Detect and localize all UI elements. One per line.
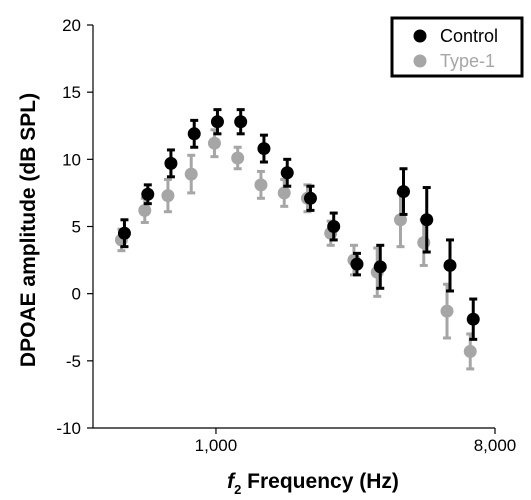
control-data-point <box>210 115 224 129</box>
legend-box <box>390 16 524 78</box>
control-data-point <box>350 257 364 271</box>
control-data-point <box>234 115 248 129</box>
control-data-point <box>327 220 341 233</box>
x-axis-title-symbol: f <box>227 470 236 493</box>
legend-label-type1: Type-1 <box>440 51 495 71</box>
type1-data-point <box>207 136 221 150</box>
legend-marker-type1 <box>413 54 427 68</box>
type1-data-point <box>277 186 291 200</box>
control-data-point <box>187 127 201 141</box>
type1-data-point <box>138 203 152 217</box>
x-tick-label: 8,000 <box>474 436 517 455</box>
legend-label-control: Control <box>440 26 498 46</box>
type1-data-point <box>440 304 454 318</box>
y-tick-label: 15 <box>62 83 81 102</box>
legend-marker-control <box>413 29 427 43</box>
type1-data-point <box>184 167 198 181</box>
type1-data-point <box>463 344 477 358</box>
y-tick-label: 0 <box>72 285 81 304</box>
type1-data-point <box>161 189 175 203</box>
control-data-point <box>164 156 178 170</box>
control-data-point <box>373 260 387 274</box>
control-data-point <box>420 213 434 227</box>
control-data-point <box>141 187 155 201</box>
series-layer <box>114 108 480 371</box>
axes <box>92 25 495 429</box>
control-data-point <box>396 185 410 199</box>
x-axis-title-subscript: 2 <box>234 482 241 497</box>
type1-data-point <box>231 151 245 165</box>
type1-data-point <box>254 178 268 192</box>
x-axis-title-text: Frequency (Hz) <box>241 470 399 493</box>
type1-data-point <box>417 236 431 250</box>
x-axis-title: f2 Frequency (Hz) <box>227 470 399 497</box>
series-control <box>117 108 480 341</box>
control-data-point <box>257 142 271 156</box>
y-tick-label: 5 <box>72 218 81 237</box>
x-tick-label: 1,000 <box>195 436 238 455</box>
type1-data-point <box>393 213 407 227</box>
x-axis-ticks: 1,000 8,000 <box>195 428 517 455</box>
control-data-point <box>443 258 457 272</box>
y-axis-title: DPOAE amplitude (dB SPL) <box>17 93 40 367</box>
control-data-point <box>280 166 294 180</box>
control-data-point <box>466 312 480 326</box>
y-tick-label: 10 <box>62 150 81 169</box>
y-tick-label: -10 <box>56 419 81 438</box>
y-tick-label: 20 <box>62 16 81 35</box>
legend: Control Type-1 <box>390 16 524 78</box>
control-data-point <box>117 226 131 240</box>
y-axis-ticks: -10 -5 0 5 10 15 20 <box>56 16 93 438</box>
y-tick-label: -5 <box>66 352 81 371</box>
control-data-point <box>303 191 317 205</box>
